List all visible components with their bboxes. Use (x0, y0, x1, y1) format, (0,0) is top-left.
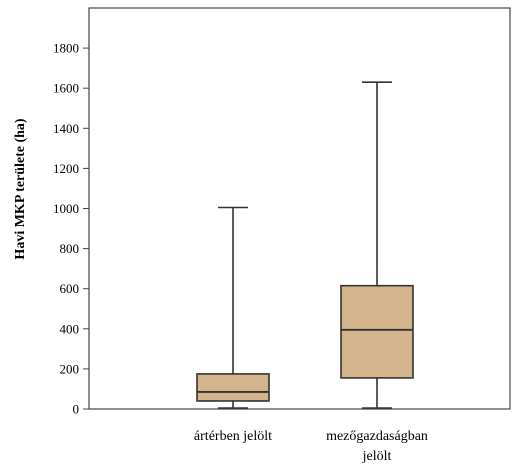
category-label: mezőgazdaságban jelölt (326, 429, 428, 464)
y-axis-title: Havi MKP területe (ha) (13, 118, 28, 259)
y-tick-label: 0 (73, 402, 80, 417)
y-tick-label: 1000 (53, 201, 79, 216)
y-tick-label: 800 (60, 241, 80, 256)
y-tick-label: 1600 (53, 81, 79, 96)
y-tick-label: 200 (60, 361, 80, 376)
plot-frame (88, 7, 511, 410)
category-label-line: mezőgazdaságban (326, 429, 428, 444)
y-tick-label: 1200 (53, 161, 79, 176)
box-group (340, 81, 414, 409)
category-label-line: ártérben jelölt (194, 429, 272, 444)
category-label: ártérben jelölt (194, 429, 272, 444)
y-tick-label: 600 (60, 281, 80, 296)
iqr-box (196, 373, 270, 402)
y-tick-label: 400 (60, 321, 80, 336)
y-tick-label: 1400 (53, 121, 79, 136)
box-group (196, 206, 270, 409)
y-tick-label: 1800 (53, 41, 79, 56)
iqr-box (340, 284, 414, 379)
category-label-line: jelölt (362, 449, 392, 464)
